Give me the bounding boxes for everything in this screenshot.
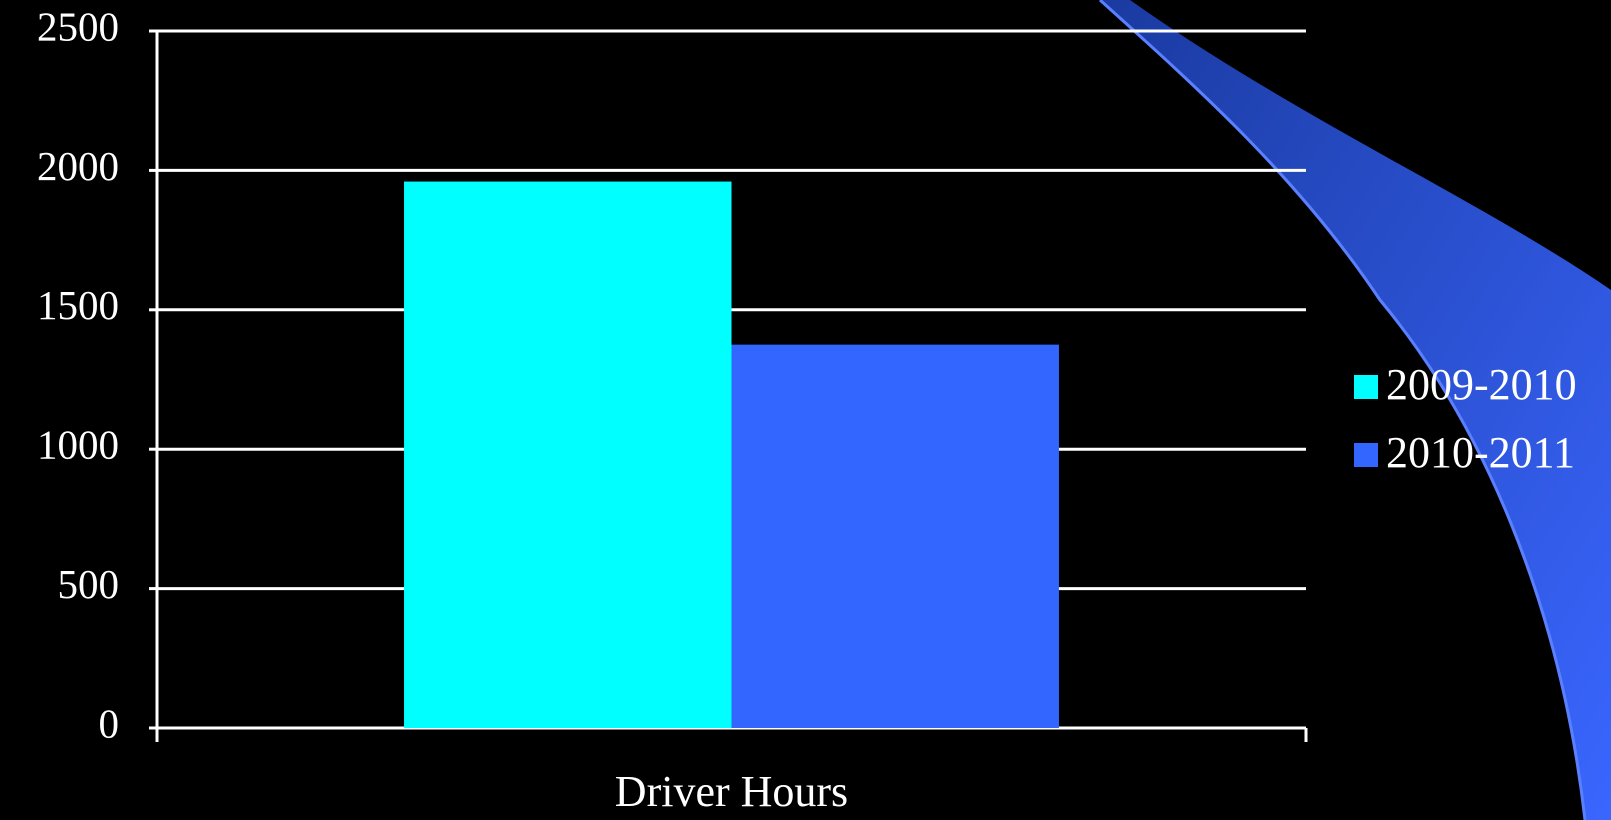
- legend-swatch: [1354, 443, 1378, 467]
- y-tick-label: 1000: [37, 422, 119, 468]
- y-tick-label: 500: [58, 561, 120, 607]
- y-tick-label: 1500: [37, 282, 119, 328]
- plot-area: 0 500 1000 1500 2000 2500 Driver Hours 2009-201…: [37, 3, 1577, 816]
- legend-label: 2010-2011: [1386, 428, 1575, 477]
- legend-label: 2009-2010: [1386, 360, 1577, 409]
- y-tick-label: 2000: [37, 143, 119, 189]
- legend-swatch: [1354, 375, 1378, 399]
- decoration-swoosh: [1100, 0, 1611, 820]
- bar: [731, 344, 1059, 728]
- y-tick-label: 0: [99, 700, 120, 746]
- y-tick-label: 2500: [37, 3, 119, 49]
- bar: [404, 181, 732, 728]
- x-tick-label: Driver Hours: [615, 767, 848, 816]
- decoration-edge: [1098, 0, 1587, 820]
